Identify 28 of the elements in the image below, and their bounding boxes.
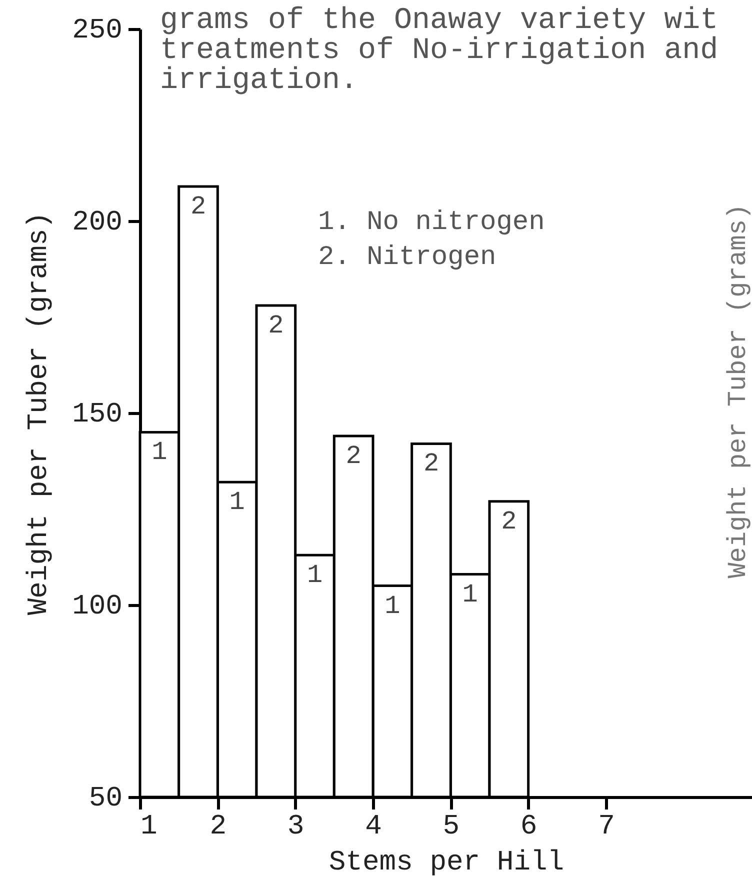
annotation: 2 [346,441,362,472]
x-tick-label: 7 [598,812,615,842]
annotation: 1 [306,560,323,590]
y-tick-label: 50 [88,784,122,814]
annotation: 2 [268,310,284,340]
x-tick-label: 5 [442,812,460,842]
x-tick-label: 4 [365,812,382,842]
annotation: 2. Nitrogen [318,243,496,273]
annotation: 1 [384,590,400,621]
y-axis-title: Weight per Tuber (grams) [24,212,56,616]
text: irrigation. [160,64,358,98]
y-tick-label: 100 [72,592,122,622]
annotation: 1 [152,437,168,468]
x-axis-title: Stems per Hill [328,848,564,878]
annotation: 2 [190,191,206,222]
annotation: 1 [462,579,478,610]
annotation: 2 [501,506,517,536]
annotation: 2 [423,448,440,479]
y2-axis-title: Weight per Tuber (grams) [723,204,752,578]
x-tick-label: 3 [287,812,304,842]
y-tick-label: 250 [72,16,122,46]
x-tick-label: 2 [210,812,227,842]
y-tick-label: 200 [72,208,122,238]
annotation: 1 [229,487,245,518]
annotation: 1. No nitrogen [318,208,545,238]
x-tick-label: 1 [140,812,158,842]
x-tick-label: 6 [520,812,538,842]
y-tick-label: 150 [72,400,122,430]
